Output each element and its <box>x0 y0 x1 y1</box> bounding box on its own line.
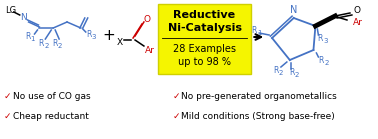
Text: R: R <box>39 39 44 48</box>
Text: Reductive: Reductive <box>174 10 235 20</box>
Text: R: R <box>53 39 58 48</box>
Bar <box>158 4 251 74</box>
Text: 3: 3 <box>323 38 327 44</box>
Text: ✓: ✓ <box>172 91 180 100</box>
Text: up to 98 %: up to 98 % <box>178 57 231 67</box>
Text: Ni-Catalysis: Ni-Catalysis <box>167 23 242 33</box>
Text: ✓: ✓ <box>172 111 180 121</box>
Text: 2: 2 <box>58 43 62 49</box>
Text: R: R <box>318 33 323 43</box>
Text: R: R <box>252 25 257 34</box>
Text: 2: 2 <box>294 72 299 78</box>
Text: Ar: Ar <box>145 45 155 54</box>
Text: R: R <box>319 55 324 64</box>
Text: 1: 1 <box>257 30 262 36</box>
Text: +: + <box>102 28 115 43</box>
Text: LG: LG <box>5 6 16 14</box>
Text: ✓: ✓ <box>4 91 11 100</box>
Text: R: R <box>273 65 279 75</box>
Text: X: X <box>117 38 123 47</box>
Text: Ar: Ar <box>353 18 363 27</box>
Text: 2: 2 <box>324 60 328 66</box>
Text: N: N <box>290 5 297 15</box>
Text: No use of CO gas: No use of CO gas <box>13 91 90 100</box>
Text: O: O <box>143 14 150 23</box>
Text: 1: 1 <box>30 36 35 42</box>
Text: 28 Examples: 28 Examples <box>173 44 236 54</box>
Text: 2: 2 <box>44 43 48 49</box>
Text: R: R <box>25 32 30 40</box>
Text: 2: 2 <box>279 70 283 76</box>
Text: R: R <box>86 29 91 39</box>
Text: R: R <box>289 68 294 76</box>
Text: O: O <box>354 6 361 14</box>
Text: No pre-generated organometallics: No pre-generated organometallics <box>181 91 337 100</box>
Text: 3: 3 <box>92 34 96 40</box>
Text: ✓: ✓ <box>4 111 11 121</box>
Text: Cheap reductant: Cheap reductant <box>13 111 89 121</box>
Text: N: N <box>20 13 27 22</box>
Text: Mild conditions (Strong base-free): Mild conditions (Strong base-free) <box>181 111 335 121</box>
